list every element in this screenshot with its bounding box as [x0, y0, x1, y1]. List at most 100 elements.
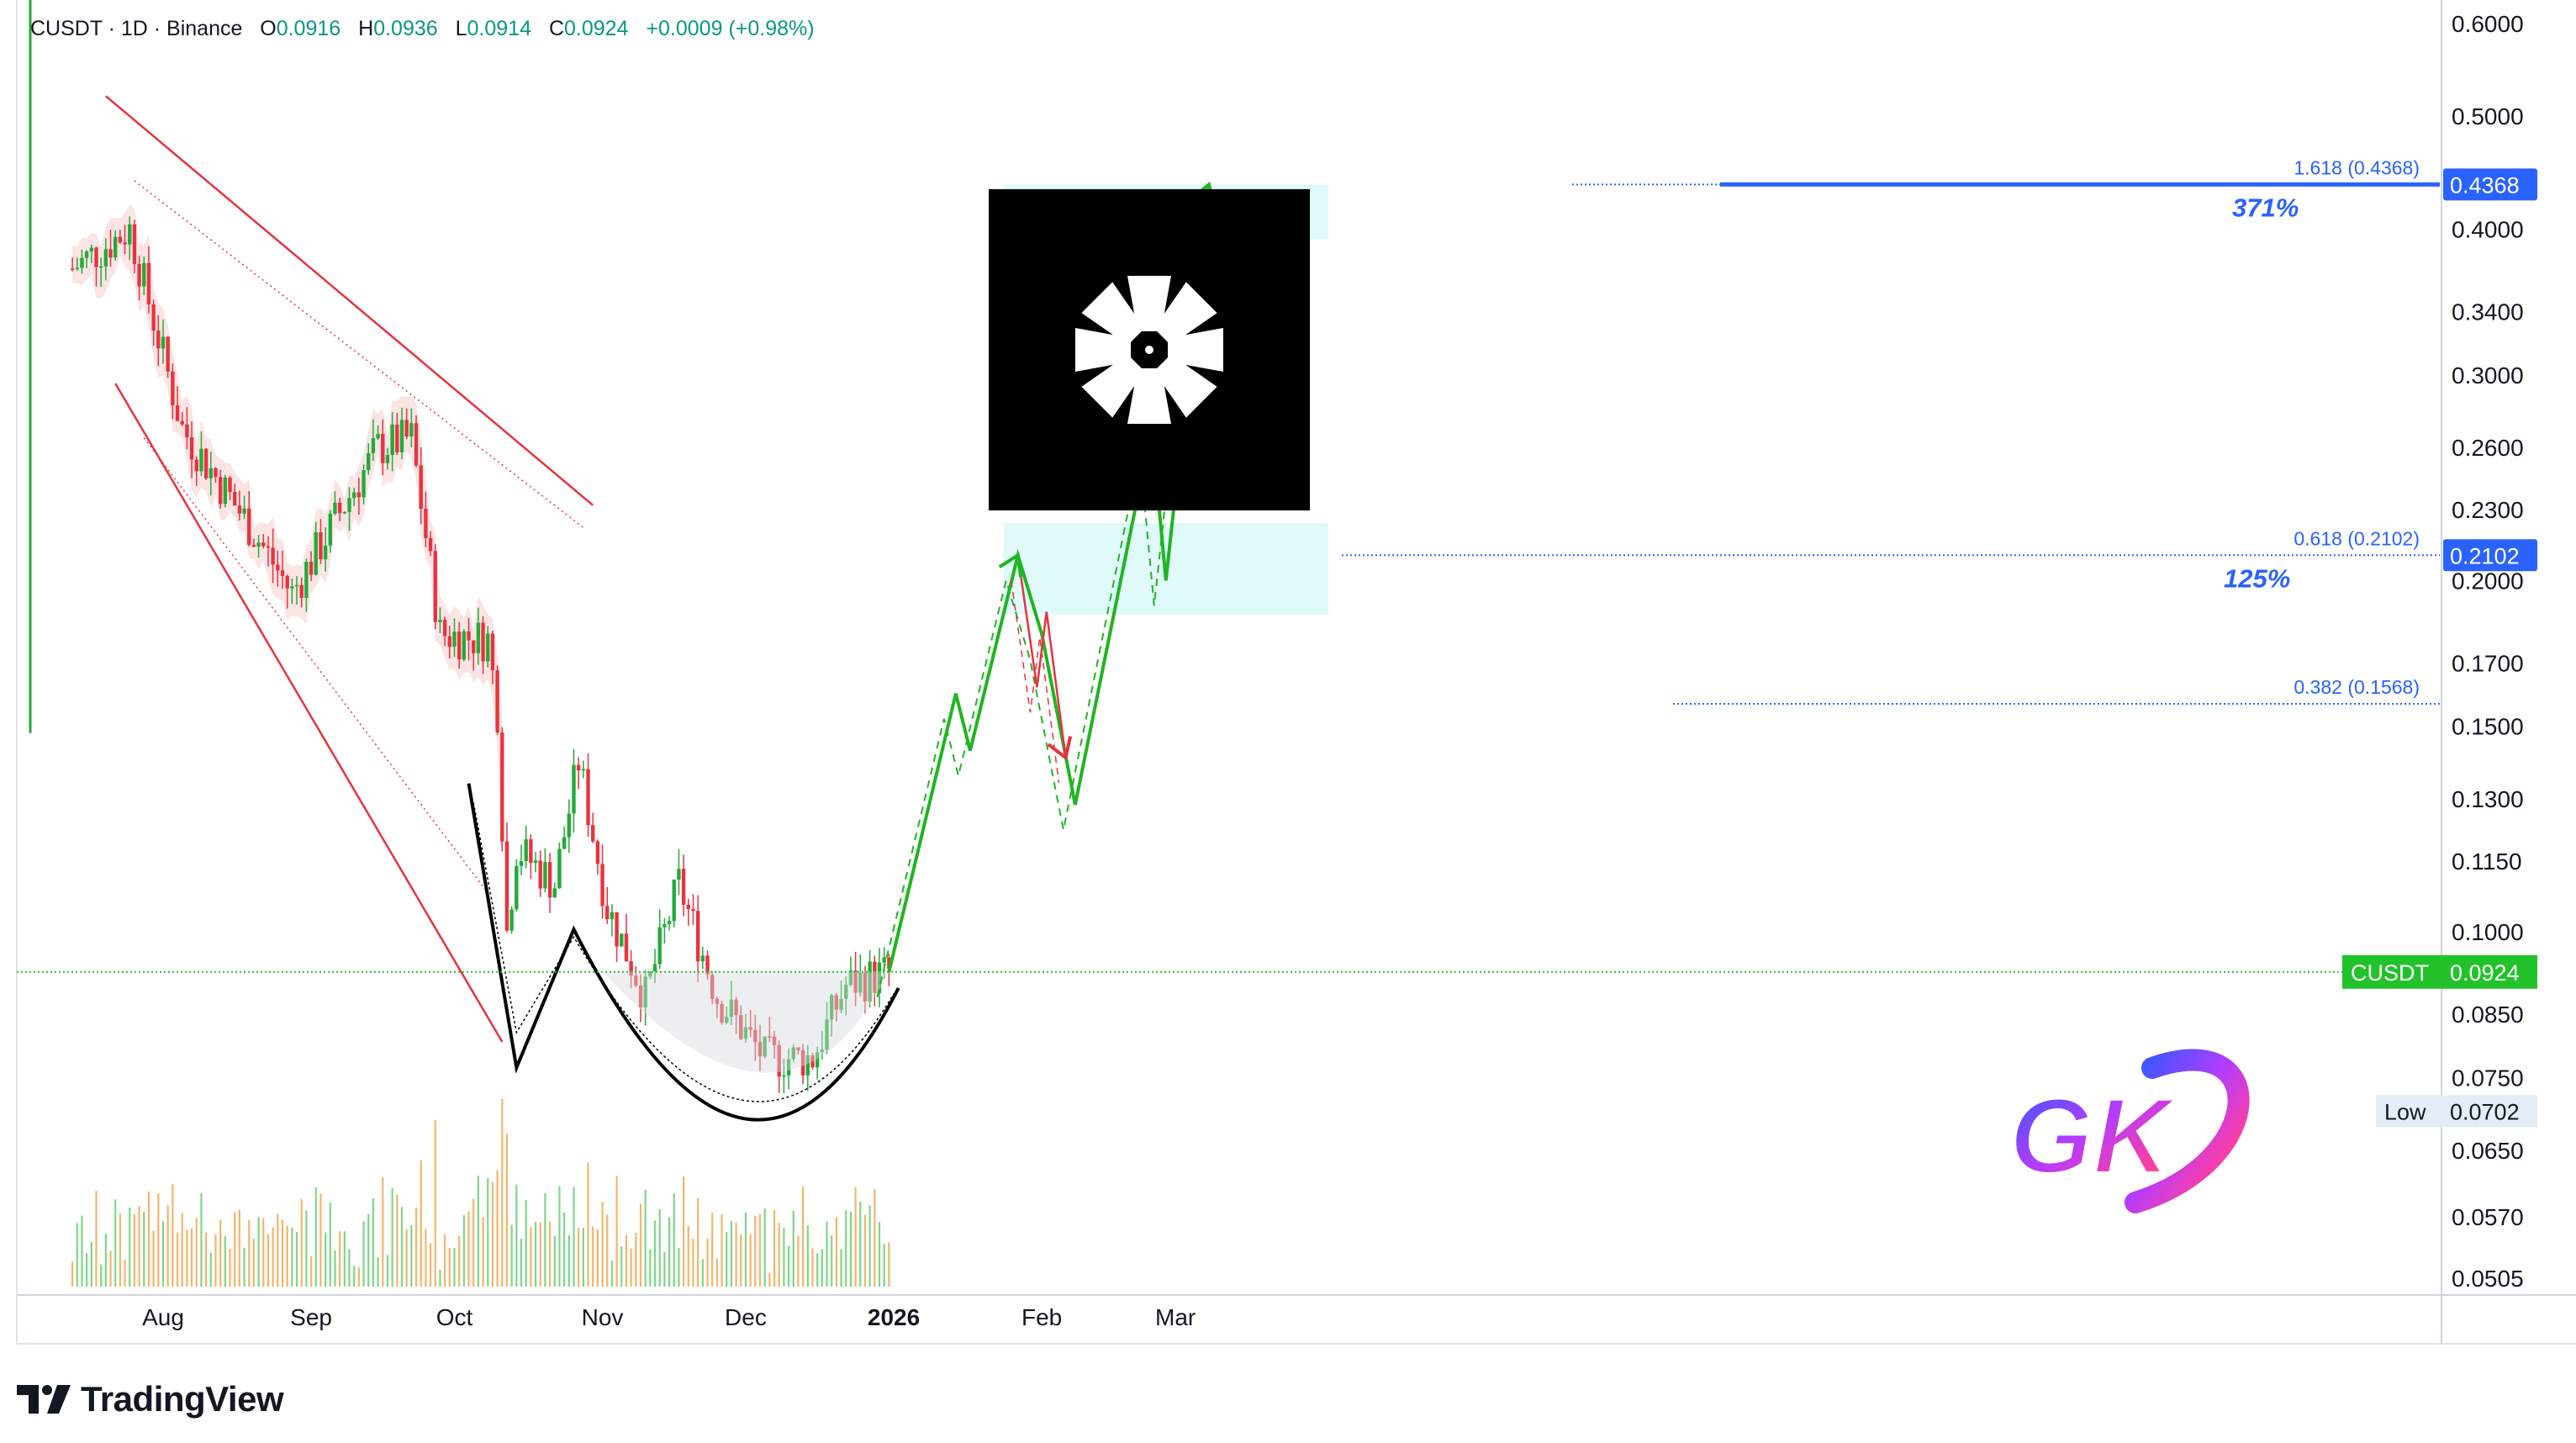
- candle: [729, 999, 734, 1018]
- candle: [710, 975, 715, 999]
- candle: [467, 631, 471, 641]
- time-axis-tick: Aug: [142, 1304, 184, 1330]
- candle: [113, 236, 118, 258]
- candle: [371, 438, 376, 453]
- candle: [810, 1054, 815, 1068]
- price-axis-tick: 0.0570: [2452, 1204, 2524, 1230]
- candle: [261, 542, 266, 547]
- candle: [686, 904, 690, 909]
- close-value: 0.0924: [564, 17, 629, 40]
- candle: [720, 1003, 724, 1023]
- fib-level-label: 0.382 (0.1568): [2294, 676, 2420, 698]
- candle: [233, 491, 237, 506]
- candle: [504, 841, 509, 931]
- candle: [638, 986, 643, 1007]
- candle: [428, 537, 433, 552]
- candle: [820, 1049, 825, 1053]
- candle: [672, 879, 676, 922]
- candle: [586, 769, 590, 826]
- candle: [123, 242, 127, 245]
- candle: [591, 825, 595, 842]
- candle: [800, 1049, 805, 1076]
- time-axis-tick: Mar: [1155, 1304, 1196, 1330]
- candle: [447, 636, 451, 648]
- candle: [600, 864, 604, 906]
- candle: [108, 249, 113, 258]
- candle: [385, 455, 390, 463]
- current-price-tag: [2342, 954, 2537, 989]
- candle: [128, 224, 132, 245]
- candle: [825, 1019, 829, 1050]
- candle: [242, 508, 246, 514]
- candle: [376, 433, 380, 439]
- candle: [209, 468, 213, 478]
- candle: [524, 839, 528, 861]
- candle: [490, 633, 495, 671]
- gk-watermark-logo-icon: GK: [2008, 1049, 2250, 1213]
- price-tag-fib-text: 0.4368: [2450, 172, 2520, 198]
- candle: [194, 459, 198, 472]
- candle: [615, 912, 619, 947]
- candle: [356, 492, 362, 498]
- candle: [567, 813, 571, 838]
- candle: [739, 1015, 743, 1039]
- candle: [620, 933, 624, 947]
- candle: [442, 619, 447, 637]
- candle: [805, 1054, 810, 1076]
- candle: [342, 511, 347, 514]
- candle: [796, 1047, 800, 1050]
- candle: [214, 468, 218, 478]
- candle: [70, 268, 75, 270]
- projection-path: [887, 184, 1211, 973]
- candle: [347, 498, 351, 512]
- candle: [743, 1027, 748, 1039]
- low-marker-tag: [2376, 1095, 2537, 1128]
- candle: [725, 1017, 729, 1023]
- tradingview-branding[interactable]: TradingView: [17, 1379, 284, 1419]
- candle: [734, 999, 738, 1016]
- candle: [228, 477, 232, 492]
- candle: [844, 985, 848, 999]
- candle: [280, 570, 285, 576]
- project-logo-icon: [989, 189, 1310, 510]
- wedge-upper-line: [105, 95, 594, 506]
- candle: [419, 465, 423, 510]
- price-axis-tick: 0.1700: [2452, 650, 2524, 676]
- candle: [462, 631, 467, 660]
- candle: [791, 1047, 795, 1060]
- candle: [185, 424, 189, 437]
- candle: [782, 1075, 786, 1077]
- candle: [276, 564, 280, 571]
- candle: [695, 911, 700, 962]
- high-value: 0.0936: [373, 17, 438, 40]
- candle: [156, 330, 161, 349]
- candle: [662, 923, 667, 928]
- candle: [547, 862, 552, 898]
- candle: [299, 584, 304, 599]
- candle: [576, 764, 581, 771]
- candle: [715, 998, 720, 1004]
- price-axis-tick: 0.6000: [2452, 11, 2524, 37]
- candle: [294, 584, 299, 587]
- candle: [681, 869, 686, 905]
- candle: [94, 247, 98, 267]
- candle: [132, 224, 137, 265]
- candle: [863, 972, 868, 1002]
- candle: [529, 839, 533, 864]
- candle: [390, 424, 394, 456]
- candle: [146, 262, 151, 304]
- candle: [691, 908, 695, 912]
- price-axis-tick: 0.2300: [2452, 497, 2524, 523]
- candle: [839, 998, 843, 1010]
- candle: [304, 562, 309, 599]
- candle: [98, 266, 103, 268]
- symbol-label: CUSDT · 1D · Binance: [30, 17, 243, 40]
- candle: [557, 848, 562, 889]
- candle: [476, 622, 481, 653]
- current-price-value: 0.0924: [2450, 960, 2520, 986]
- price-axis-tick: 0.0650: [2452, 1138, 2524, 1164]
- candle: [515, 865, 519, 910]
- candle: [309, 562, 314, 575]
- candle: [362, 470, 366, 498]
